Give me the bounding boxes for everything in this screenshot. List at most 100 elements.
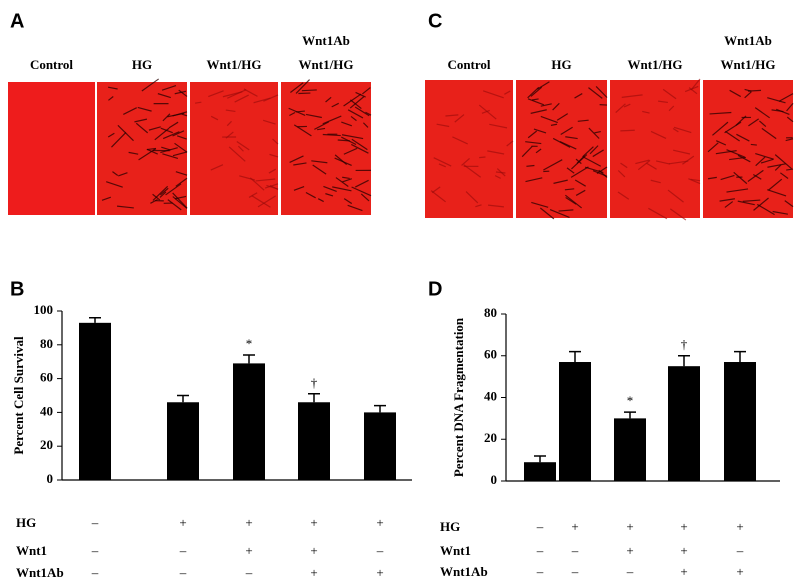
- cell-streak: [574, 179, 586, 187]
- error-bar: [678, 355, 690, 367]
- cell-streak: [355, 91, 366, 98]
- treatment-sign: +: [680, 519, 687, 534]
- bar: [79, 322, 111, 480]
- treatment-sign: –: [736, 543, 744, 558]
- cell-streak: [225, 109, 236, 113]
- cell-streak: [293, 124, 312, 137]
- cell-streak: [112, 171, 119, 176]
- significance-marker: †: [681, 337, 688, 352]
- cell-streak: [438, 163, 446, 168]
- cell-streak: [637, 159, 651, 171]
- cell-streak: [479, 156, 486, 159]
- treatment-sign: –: [571, 564, 579, 579]
- error-bar: [308, 393, 320, 403]
- image-label: Wnt1/HG: [299, 57, 354, 72]
- cell-streak: [195, 101, 202, 104]
- treatment-sign: +: [310, 565, 317, 580]
- cell-streak: [150, 198, 158, 204]
- cell-streak: [565, 197, 577, 205]
- cell-streak: [465, 191, 479, 204]
- cell-streak: [108, 96, 114, 101]
- treatment-sign: –: [571, 543, 579, 558]
- treatment-name: Wnt1: [16, 543, 47, 558]
- cell-streak: [325, 96, 332, 103]
- cell-streak: [785, 138, 794, 142]
- cell-streak: [755, 156, 766, 167]
- treatment-sign: +: [310, 543, 317, 558]
- error-bar: [177, 394, 189, 403]
- cell-streak: [350, 99, 362, 110]
- cell-streak: [729, 156, 746, 161]
- cell-streak: [101, 196, 112, 201]
- y-axis-label: Percent Cell Survival: [11, 336, 26, 455]
- cell-streak: [362, 87, 371, 95]
- cell-streak: [588, 127, 600, 139]
- cell-streak: [736, 133, 750, 142]
- cell-streak: [772, 210, 788, 215]
- cell-streak: [667, 189, 684, 203]
- cell-streak: [767, 189, 787, 197]
- panel-letter: B: [10, 278, 24, 300]
- cell-streak: [349, 96, 365, 109]
- treatment-sign: –: [245, 565, 253, 580]
- cell-streak: [452, 136, 468, 145]
- cell-streak: [521, 146, 533, 158]
- cell-streak: [715, 150, 737, 155]
- cell-streak: [172, 196, 188, 209]
- cell-streak: [255, 178, 276, 182]
- cell-streak: [341, 134, 364, 140]
- cell-streak: [305, 113, 322, 119]
- cell-streak: [530, 109, 547, 114]
- cell-streak: [172, 151, 188, 157]
- cell-streak: [289, 111, 296, 117]
- cell-streak: [527, 86, 540, 99]
- treatment-name: HG: [16, 515, 36, 530]
- y-tick-label: 100: [34, 302, 54, 317]
- cell-streak: [289, 155, 304, 163]
- bar: [559, 362, 591, 481]
- cell-streak: [540, 115, 558, 124]
- cell-streak: [595, 86, 608, 98]
- y-tick-label: 60: [484, 347, 497, 362]
- cell-streak: [343, 147, 358, 155]
- cell-streak: [621, 94, 643, 98]
- treatment-sign: –: [536, 543, 544, 558]
- panel-letter: A: [10, 10, 24, 32]
- cell-streak: [620, 162, 628, 169]
- cell-streak: [111, 132, 127, 148]
- image-label: Control: [30, 57, 73, 72]
- micrograph: [425, 80, 513, 218]
- cell-streak: [351, 143, 369, 154]
- cell-streak: [107, 86, 118, 90]
- cell-streak: [181, 113, 188, 117]
- treatment-sign: +: [376, 565, 383, 580]
- cell-streak: [543, 159, 563, 171]
- cell-streak: [249, 177, 265, 191]
- cell-streak: [236, 140, 250, 151]
- cell-streak: [707, 176, 717, 180]
- cell-streak: [582, 146, 594, 158]
- cell-streak: [134, 118, 148, 123]
- cell-streak: [301, 89, 317, 92]
- cell-streak: [767, 163, 786, 168]
- cell-streak: [755, 152, 774, 160]
- error-bar: [374, 404, 386, 413]
- cell-streak: [550, 123, 558, 126]
- cell-streak: [161, 146, 171, 151]
- image-label: HG: [132, 57, 152, 72]
- treatment-sign: +: [376, 515, 383, 530]
- image-label: HG: [551, 57, 571, 72]
- error-bar: [243, 354, 255, 364]
- cell-streak: [527, 98, 545, 106]
- cell-streak: [253, 97, 271, 104]
- y-tick-label: 60: [40, 370, 53, 385]
- cell-streak: [105, 181, 123, 188]
- cell-streak: [747, 89, 762, 92]
- error-bar: [534, 455, 546, 463]
- y-tick-label: 0: [491, 472, 498, 487]
- micrograph: [8, 82, 95, 215]
- cell-streak: [237, 145, 244, 152]
- cell-streak: [210, 164, 224, 171]
- y-tick-label: 40: [40, 403, 53, 418]
- cell-streak: [222, 91, 243, 98]
